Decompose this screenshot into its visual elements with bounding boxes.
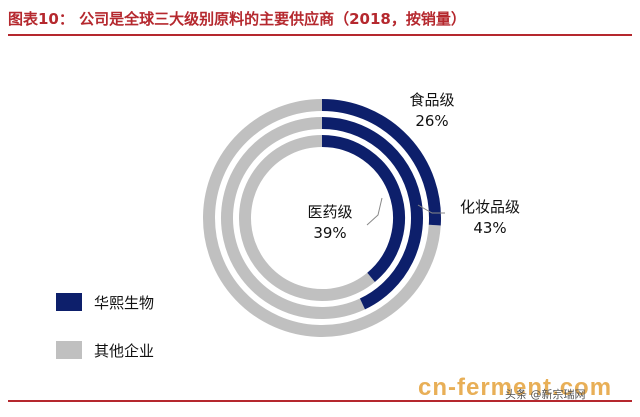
ring-3-other-arc <box>239 135 375 301</box>
legend-item-huaxi: 华熙生物 <box>56 290 154 314</box>
label-pharma-value: 39% <box>313 224 346 242</box>
ring-1-other-arc <box>203 99 441 337</box>
legend-item-other: 其他企业 <box>56 338 154 362</box>
label-pharma-name: 医药级 <box>307 203 352 221</box>
ring-2-other-arc <box>221 117 365 319</box>
label-food-value: 26% <box>415 112 448 130</box>
legend: 华熙生物 其他企业 <box>56 290 154 386</box>
legend-label-huaxi: 华熙生物 <box>94 293 155 312</box>
legend-swatch-other <box>56 341 82 359</box>
leader-line-pharma <box>366 197 383 226</box>
bottom-rule <box>8 400 632 402</box>
label-cosmetic-name: 化妆品级 <box>460 198 520 216</box>
ring-2-share-arc <box>321 117 423 310</box>
legend-swatch-huaxi <box>56 293 82 311</box>
label-cosmetic-value: 43% <box>473 219 506 237</box>
leader-line-cosmetic <box>417 204 445 214</box>
source-overlay: 头条 @新宗瑞网 <box>505 388 586 401</box>
watermark: cn-ferment.com <box>418 374 613 401</box>
chart-title: 图表10： 公司是全球三大级别原料的主要供应商（2018，按销量） <box>8 10 466 28</box>
ring-1-share-arc <box>321 99 441 226</box>
title-rule <box>8 34 632 36</box>
ring-3-share-arc <box>321 135 405 282</box>
label-food-name: 食品级 <box>409 91 454 109</box>
legend-label-other: 其他企业 <box>94 341 155 360</box>
